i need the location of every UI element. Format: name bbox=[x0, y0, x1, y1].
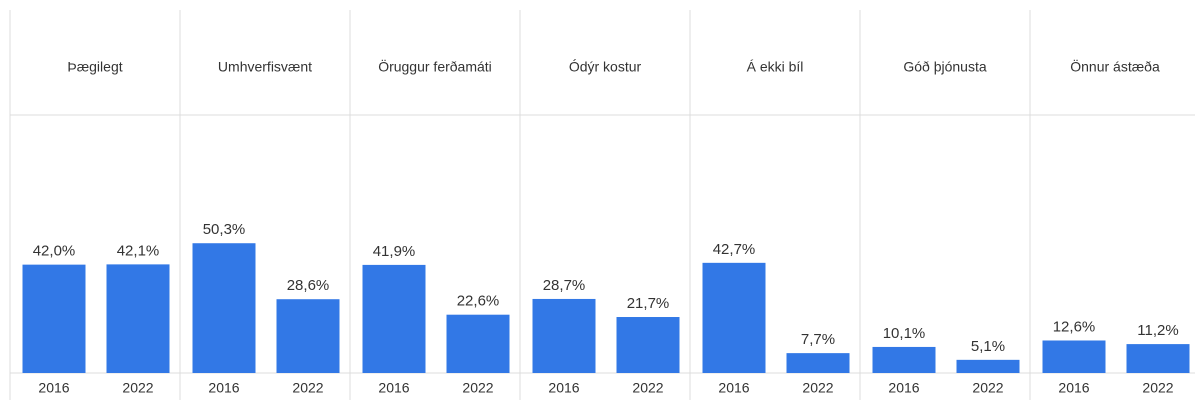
value-label: 21,7% bbox=[627, 295, 670, 312]
x-tick-label: 2022 bbox=[122, 380, 153, 396]
bar bbox=[362, 264, 426, 373]
x-tick-label: 2022 bbox=[972, 380, 1003, 396]
bar bbox=[106, 264, 170, 373]
bar bbox=[1126, 344, 1190, 373]
value-label: 5,1% bbox=[971, 338, 1005, 355]
x-tick-label: 2022 bbox=[292, 380, 323, 396]
value-label: 22,6% bbox=[457, 293, 500, 310]
panel-title: Öruggur ferðamáti bbox=[378, 58, 492, 75]
x-tick-label: 2016 bbox=[548, 380, 579, 396]
bar bbox=[956, 359, 1020, 373]
panel-title: Góð þjónusta bbox=[903, 59, 986, 75]
value-label: 28,7% bbox=[543, 277, 586, 294]
bar bbox=[192, 243, 256, 373]
value-label: 50,3% bbox=[203, 221, 246, 238]
panel-title: Þægilegt bbox=[67, 59, 122, 75]
bar bbox=[786, 353, 850, 373]
bar bbox=[22, 264, 86, 373]
panel-title: Önnur ástæða bbox=[1070, 58, 1160, 75]
value-label: 42,7% bbox=[713, 241, 756, 258]
x-tick-label: 2022 bbox=[802, 380, 833, 396]
bar bbox=[1042, 340, 1106, 373]
value-label: 42,0% bbox=[33, 243, 76, 260]
x-tick-label: 2022 bbox=[632, 380, 663, 396]
value-label: 11,2% bbox=[1137, 322, 1178, 339]
x-tick-label: 2016 bbox=[378, 380, 409, 396]
x-tick-label: 2016 bbox=[208, 380, 239, 396]
value-label: 41,9% bbox=[373, 243, 416, 260]
bar bbox=[702, 262, 766, 373]
x-tick-label: 2016 bbox=[718, 380, 749, 396]
x-tick-label: 2016 bbox=[888, 380, 919, 396]
bar bbox=[872, 346, 936, 373]
panel-title: Ódýr kostur bbox=[569, 59, 642, 75]
value-label: 42,1% bbox=[117, 242, 160, 259]
bar bbox=[446, 314, 510, 373]
value-label: 12,6% bbox=[1053, 318, 1096, 335]
x-tick-label: 2022 bbox=[462, 380, 493, 396]
x-tick-label: 2022 bbox=[1142, 380, 1173, 396]
value-label: 7,7% bbox=[801, 331, 835, 348]
bar bbox=[616, 317, 680, 373]
panel-title: Umhverfisvænt bbox=[218, 59, 312, 75]
bar bbox=[532, 298, 596, 373]
value-label: 10,1% bbox=[883, 325, 926, 342]
value-label: 28,6% bbox=[287, 277, 330, 294]
bar bbox=[276, 299, 340, 373]
x-tick-label: 2016 bbox=[1058, 380, 1089, 396]
x-tick-label: 2016 bbox=[38, 380, 69, 396]
panel-title: Á ekki bíl bbox=[747, 59, 804, 75]
